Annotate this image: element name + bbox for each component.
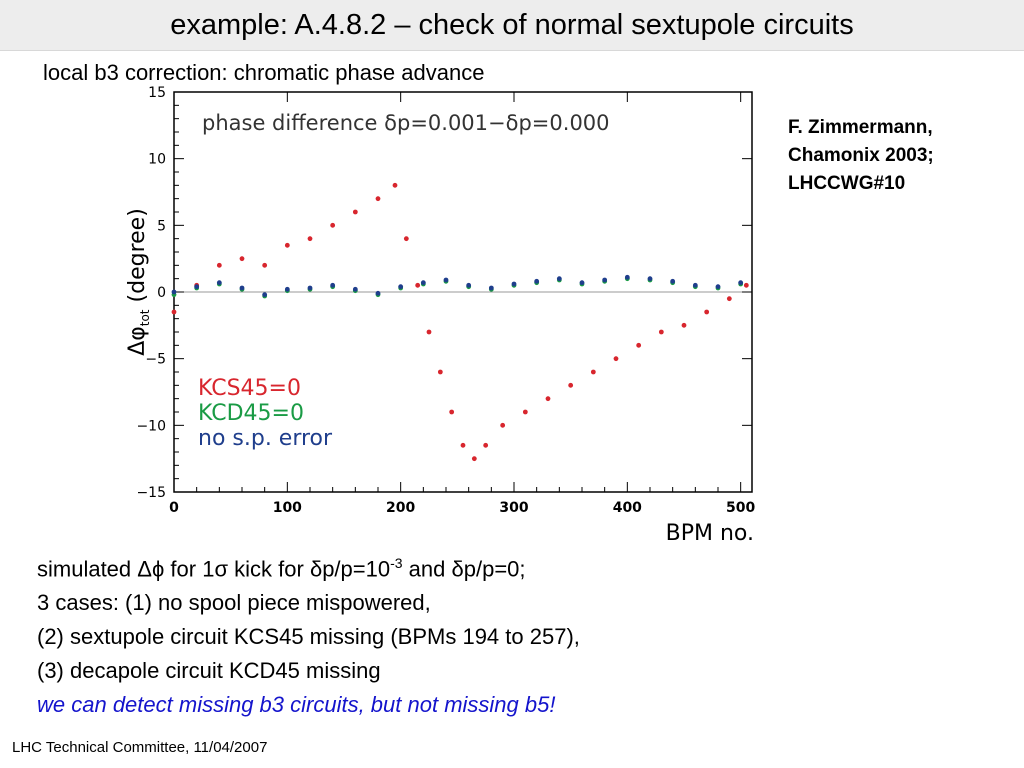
phase-difference-chart: 0 100 200 300 400 500 15 10 5 0 −5 −10 −15 BPM no. Δφt…: [125, 85, 756, 542]
y-tick-label: 0: [157, 285, 166, 301]
data-point: [556, 276, 562, 282]
data-point: [483, 442, 489, 448]
data-point: [579, 280, 585, 286]
data-point: [284, 286, 290, 292]
series-no-s-p-error: [171, 274, 744, 298]
data-point: [726, 296, 732, 302]
data-point: [704, 309, 710, 315]
data-point: [216, 262, 222, 268]
body-line-1: simulated Δϕ for 1σ kick for δp/p=10-3 a…: [37, 555, 526, 582]
data-point: [262, 262, 268, 268]
body-line-5-emphasis: we can detect missing b3 circuits, but n…: [37, 692, 556, 718]
body-line-3: (2) sextupole circuit KCS45 missing (BPM…: [37, 624, 580, 650]
data-point: [636, 342, 642, 348]
data-point: [216, 280, 222, 286]
x-tick-label: 200: [386, 500, 415, 516]
series-kcs45-0: [171, 182, 749, 462]
data-point: [398, 284, 404, 290]
legend-entry: KCS45=0: [198, 376, 301, 401]
data-point: [415, 282, 421, 288]
x-axis-label: BPM no.: [666, 521, 754, 542]
data-point: [738, 280, 744, 286]
data-point: [511, 281, 517, 287]
data-point: [715, 284, 721, 290]
data-point: [590, 369, 596, 375]
legend-entry: KCD45=0: [198, 401, 304, 426]
data-point: [460, 442, 466, 448]
data-point: [681, 322, 687, 328]
data-point: [420, 280, 426, 286]
data-point: [647, 276, 653, 282]
data-point: [262, 292, 268, 298]
data-point: [171, 289, 177, 295]
y-axis-label: Δφtot (degree): [125, 208, 152, 356]
data-point: [471, 456, 477, 462]
data-point: [239, 285, 245, 291]
data-point: [545, 396, 551, 402]
data-point: [392, 182, 398, 188]
credit-line-3: LHCCWG#10: [788, 173, 906, 194]
x-tick-label: 400: [613, 500, 642, 516]
data-point: [522, 409, 528, 415]
data-point: [403, 236, 409, 242]
x-tick-label: 0: [169, 500, 179, 516]
data-point: [307, 236, 313, 242]
y-tick-label: −15: [136, 485, 166, 501]
y-tick-label: 10: [148, 152, 166, 168]
data-point: [194, 284, 200, 290]
data-point: [375, 290, 381, 296]
data-point: [352, 286, 358, 292]
footer: LHC Technical Committee, 11/04/2007: [12, 739, 268, 756]
data-point: [602, 277, 608, 283]
data-point: [568, 382, 574, 388]
data-point: [330, 282, 336, 288]
y-tick-label: 15: [148, 85, 166, 101]
data-point: [500, 422, 506, 428]
slide-body: simulated Δϕ for 1σ kick for δp/p=10-3 a…: [37, 546, 580, 722]
data-point: [443, 277, 449, 283]
x-tick-label: 100: [273, 500, 302, 516]
data-point: [624, 274, 630, 280]
body-line-4: (3) decapole circuit KCD45 missing: [37, 658, 381, 684]
x-tick-label: 500: [726, 500, 755, 516]
data-point: [171, 309, 177, 315]
y-tick-label: 5: [157, 218, 166, 234]
data-point: [449, 409, 455, 415]
series-kcd45-0: [171, 276, 744, 299]
data-point: [743, 282, 749, 288]
data-point: [375, 196, 381, 202]
data-point: [670, 278, 676, 284]
data-point: [426, 329, 432, 335]
x-tick-label: 300: [499, 500, 528, 516]
y-tick-label: −10: [136, 418, 166, 434]
slide-subtitle: local b3 correction: chromatic phase adv…: [43, 60, 485, 85]
data-point: [307, 285, 313, 291]
data-point: [466, 282, 472, 288]
author-credit: F. Zimmermann, Chamonix 2003; LHCCWG#10: [788, 114, 934, 198]
legend-entry: no s.p. error: [198, 426, 333, 451]
data-point: [534, 278, 540, 284]
slide-title: example: A.4.8.2 – check of normal sextu…: [170, 9, 854, 41]
credit-line-2: Chamonix 2003;: [788, 145, 934, 166]
data-point: [488, 285, 494, 291]
data-point: [239, 256, 245, 262]
data-point: [330, 222, 336, 228]
data-point: [658, 329, 664, 335]
data-point: [352, 209, 358, 215]
data-point: [437, 369, 443, 375]
body-line-2: 3 cases: (1) no spool piece mispowered,: [37, 590, 431, 616]
data-point: [613, 356, 619, 362]
credit-line-1: F. Zimmermann,: [788, 117, 933, 138]
data-point: [284, 242, 290, 248]
y-tick-label: −5: [145, 352, 166, 368]
title-bar: example: A.4.8.2 – check of normal sextu…: [0, 0, 1024, 51]
data-point: [692, 282, 698, 288]
chart-title: phase difference δp=0.001−δp=0.000: [202, 111, 610, 135]
